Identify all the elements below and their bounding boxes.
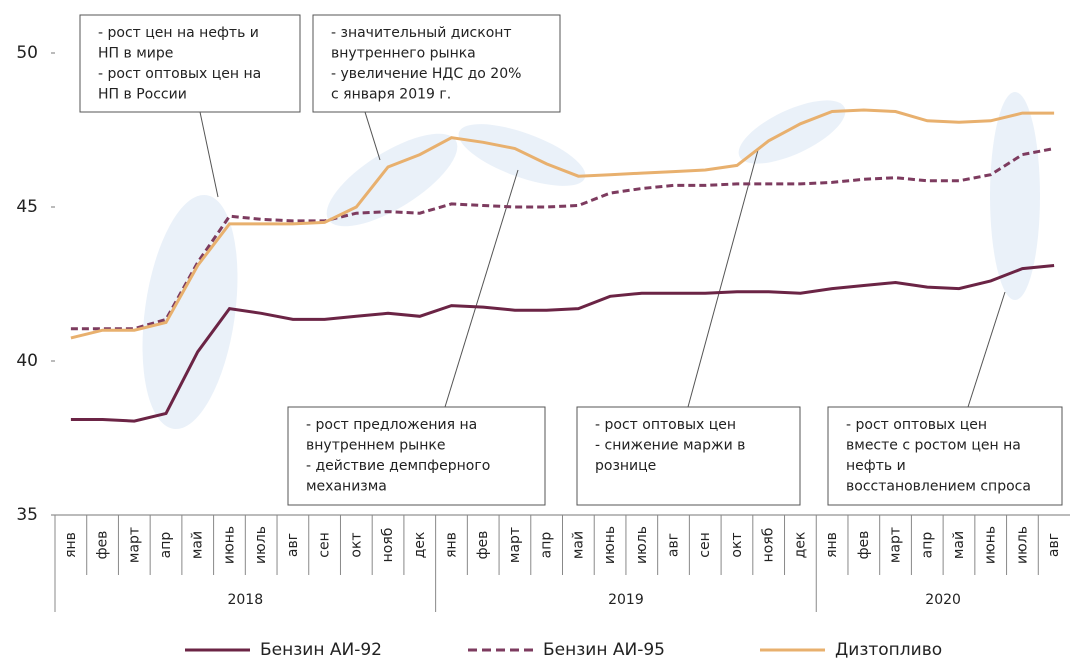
annotation-text: - рост предложения на [306, 417, 477, 433]
legend-label: Дизтопливо [835, 640, 942, 660]
annotation-text: - значительный дисконт [331, 25, 512, 41]
x-tick-label: дек [792, 532, 808, 559]
leader-line [444, 169, 519, 408]
annotation-text: - снижение маржи в [595, 438, 745, 454]
annotation-text: - рост оптовых цен [595, 417, 736, 433]
annotation-text: - рост оптовых цен на [98, 66, 261, 82]
highlight [458, 124, 586, 186]
x-tick-label: авг [285, 533, 301, 557]
x-tick-label: март [126, 527, 142, 563]
annotation-text: с января 2019 г. [331, 87, 451, 103]
x-tick-label: май [570, 531, 586, 559]
x-tick-label: июнь [983, 526, 999, 564]
annotation-text: - действие демпферного [306, 458, 490, 474]
annotation-text: нефть и [846, 458, 906, 474]
highlight [326, 133, 458, 227]
x-tick-label: май [190, 531, 206, 559]
annotation-text: вместе с ростом цен на [846, 438, 1021, 454]
legend-label: Бензин АИ-92 [260, 640, 382, 660]
y-tick-label: 35 [16, 505, 38, 525]
x-tick-label: июль [1014, 526, 1030, 564]
annotation-text: - рост оптовых цен [846, 417, 987, 433]
annotation-box [79, 14, 301, 113]
leader-line [967, 291, 1006, 408]
x-tick-label: июнь [221, 526, 237, 564]
annotation-text: НП в мире [98, 46, 173, 62]
legend-label: Бензин АИ-95 [543, 640, 665, 660]
annotation-text: внутреннего рынка [331, 46, 476, 62]
x-tick-label: июнь [602, 526, 618, 564]
x-tick-label: нояб [380, 528, 396, 563]
x-tick-label: март [888, 527, 904, 563]
x-tick-label: авг [1046, 533, 1062, 557]
x-tick-label: сен [697, 532, 713, 557]
annotation-box [827, 406, 1063, 506]
annotation-box [576, 406, 801, 506]
leader-line [364, 111, 381, 161]
x-tick-label: янв [443, 532, 459, 558]
x-tick-label: окт [729, 532, 745, 557]
x-tick-label: янв [63, 532, 79, 558]
x-tick-label: дек [412, 532, 428, 559]
leader-line [687, 149, 759, 408]
y-tick-label: 40 [16, 351, 38, 371]
annotation-text: механизма [306, 479, 387, 495]
x-tick-label: авг [666, 533, 682, 557]
annotation-text: НП в России [98, 87, 187, 103]
highlight [738, 100, 846, 164]
annotation-text: восстановлением спроса [846, 479, 1031, 495]
leader-line [199, 111, 219, 198]
annotation-text: внутреннем рынке [306, 438, 445, 454]
series-line [70, 147, 1055, 331]
x-tick-label: фев [856, 531, 872, 560]
x-tick-label: апр [919, 532, 935, 559]
x-tick-label: март [507, 527, 523, 563]
annotations: - рост цен на нефть и НП в мире - рост опт… [79, 14, 1063, 506]
year-label: 2018 [227, 592, 263, 608]
x-tick-label: окт [348, 532, 364, 557]
series-line [70, 264, 1055, 423]
annotation-box [287, 406, 546, 506]
x-tick-label: апр [539, 532, 555, 559]
x-tick-label: апр [158, 532, 174, 559]
annotation-text: - увеличение НДС до 20% [331, 66, 521, 82]
y-tick-label: 45 [16, 197, 38, 217]
annotation-text: - рост цен на нефть и [98, 25, 259, 41]
x-tick-label: май [951, 531, 967, 559]
annotation-box [312, 14, 561, 113]
x-tick-label: нояб [761, 528, 777, 563]
x-tick-label: фев [95, 531, 111, 560]
x-tick-label: янв [824, 532, 840, 558]
highlight [142, 194, 238, 430]
series-line [70, 108, 1055, 340]
y-tick-label: 50 [16, 43, 38, 63]
annotation-text: рознице [595, 458, 656, 474]
year-label: 2019 [608, 592, 644, 608]
year-label: 2020 [925, 592, 961, 608]
highlight [990, 92, 1040, 300]
x-tick-label: сен [317, 532, 333, 557]
x-tick-label: июль [634, 526, 650, 564]
x-tick-label: фев [475, 531, 491, 560]
highlights [142, 92, 1040, 430]
x-tick-label: июль [253, 526, 269, 564]
